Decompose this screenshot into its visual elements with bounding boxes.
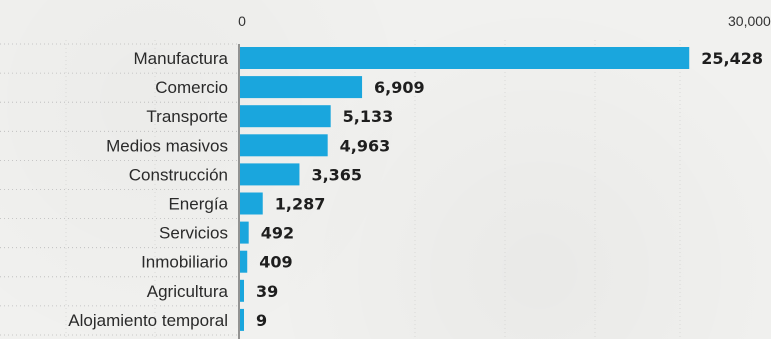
value-label: 5,133	[343, 107, 394, 126]
bar-inmobiliario	[240, 250, 248, 273]
value-label: 4,963	[340, 136, 391, 155]
category-label: Agricultura	[147, 282, 229, 301]
category-label: Construcción	[129, 165, 228, 184]
labels: Manufactura 25,428 Comercio 6,909 Transporte…	[68, 49, 763, 330]
bar-medios-masivos	[240, 134, 328, 157]
bar-construcción	[240, 163, 300, 186]
category-label: Transporte	[146, 107, 228, 126]
value-label: 6,909	[374, 78, 425, 97]
bar-manufactura	[240, 47, 690, 69]
category-label: Inmobiliario	[141, 253, 228, 272]
category-label: Servicios	[159, 224, 228, 243]
value-label: 9	[256, 311, 267, 330]
value-label: 409	[259, 253, 292, 272]
category-label: Alojamiento temporal	[68, 311, 228, 330]
value-label: 492	[261, 224, 294, 243]
value-label: 3,365	[311, 165, 362, 184]
bar-comercio	[240, 76, 363, 99]
x-tick-label: 0	[238, 13, 246, 29]
value-label: 39	[256, 282, 278, 301]
bar-energía	[240, 192, 263, 215]
category-label: Medios masivos	[106, 136, 228, 155]
category-label: Manufactura	[134, 49, 229, 68]
x-axis-ticks: 0 30,000	[238, 13, 771, 29]
bars	[240, 47, 690, 331]
value-label: 1,287	[275, 195, 326, 214]
bar-servicios	[240, 221, 249, 244]
value-label: 25,428	[701, 49, 763, 68]
x-tick-label: 30,000	[728, 13, 771, 29]
category-label: Energía	[168, 195, 228, 214]
grid-layer	[0, 40, 681, 339]
category-label: Comercio	[155, 78, 228, 97]
bar-alojamiento-temporal	[240, 308, 244, 331]
bar-transporte	[240, 105, 331, 128]
bar-agricultura	[240, 279, 244, 302]
